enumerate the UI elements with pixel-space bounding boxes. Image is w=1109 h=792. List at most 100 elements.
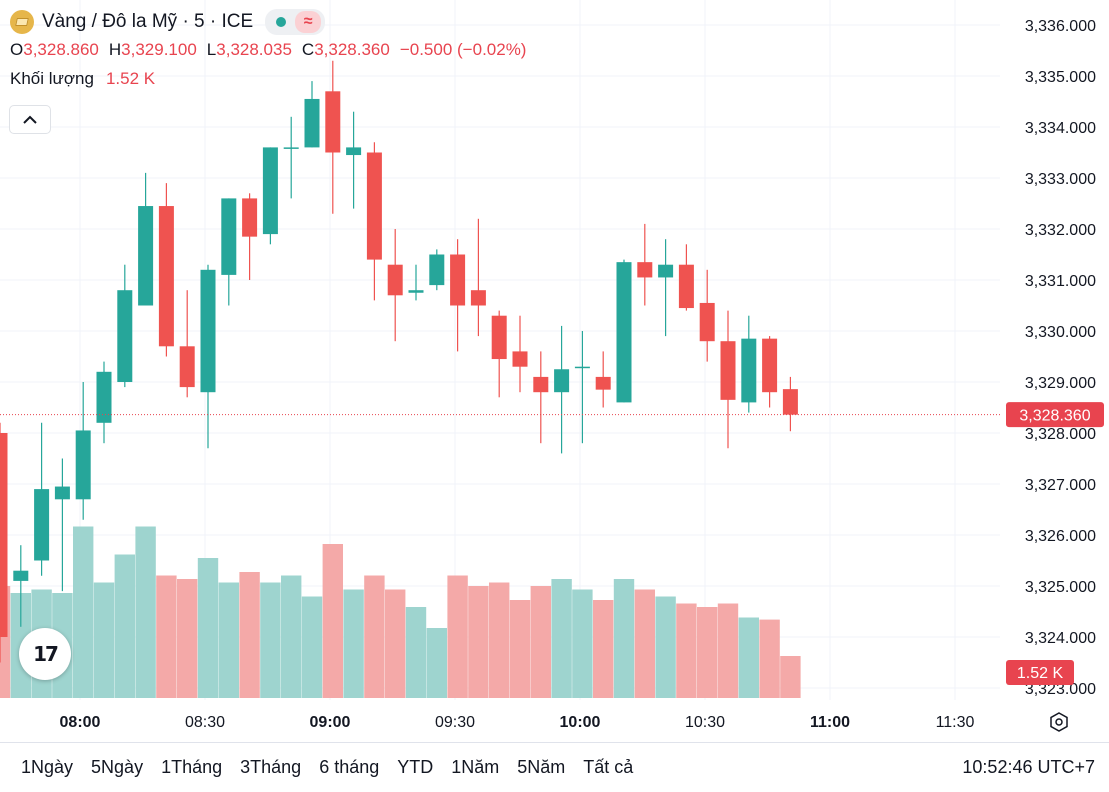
candle[interactable] [533, 351, 549, 444]
volume-bar [177, 579, 198, 698]
candle[interactable] [346, 111, 362, 209]
candle[interactable] [179, 290, 195, 398]
volume-bar [447, 575, 468, 698]
candle[interactable] [158, 183, 174, 357]
candle[interactable] [96, 361, 112, 444]
candle[interactable] [221, 198, 237, 306]
volume-bar [551, 579, 572, 698]
candle[interactable] [0, 422, 8, 663]
range-ytd-button[interactable]: YTD [397, 757, 434, 777]
price-tick-label: 3,329.000 [1025, 375, 1096, 392]
volume-bar [135, 526, 156, 698]
chart-settings-button[interactable] [1044, 707, 1074, 737]
change-value: −0.500 (−0.02%) [399, 40, 527, 59]
candle[interactable] [491, 310, 507, 398]
tradingview-logo-icon[interactable]: 17 [19, 628, 71, 680]
candle-body [554, 369, 570, 393]
candle-body [762, 338, 778, 393]
candle[interactable] [658, 239, 674, 337]
candle-body [346, 147, 362, 156]
candle[interactable] [782, 376, 798, 432]
candle[interactable] [54, 458, 70, 592]
candle-body [221, 198, 237, 275]
market-status-pill[interactable]: ≈ [265, 9, 326, 35]
time-tick-label: 08:30 [185, 714, 225, 731]
volume-bar [260, 582, 281, 698]
price-chart[interactable]: 3,336.000 3,335.000 3,334.000 3,333.000 3,33… [0, 0, 1109, 742]
candle[interactable] [429, 249, 445, 291]
volume-bar [73, 526, 94, 698]
timezone-clock[interactable]: 10:52:46 UTC+7 [962, 757, 1095, 777]
volume-value: 1.52 K [105, 69, 156, 88]
candle-body [304, 98, 320, 148]
candle[interactable] [574, 331, 590, 444]
symbol-title[interactable]: Vàng / Đô la Mỹ · 5 · ICE [42, 11, 254, 32]
range-5d-button[interactable]: 5Ngày [91, 757, 144, 777]
volume-label[interactable]: Khối lượng [10, 69, 94, 88]
range-all-button[interactable]: Tất cả [583, 757, 634, 777]
candle-body [678, 264, 694, 309]
candle-body [96, 371, 112, 423]
candle-body [533, 376, 549, 393]
candle[interactable] [720, 310, 736, 449]
candle[interactable] [741, 315, 757, 413]
chart-legend: Vàng / Đô la Mỹ · 5 · ICE ≈ O 3,328.860 H… [10, 8, 536, 93]
candle[interactable] [13, 545, 29, 627]
candle[interactable] [637, 223, 653, 306]
candle[interactable] [304, 81, 320, 148]
volume-bar [717, 603, 739, 698]
range-3m-button[interactable]: 3Tháng [240, 757, 302, 777]
candle[interactable] [75, 382, 91, 520]
volume-bar [572, 589, 593, 698]
range-5y-button[interactable]: 5Năm [517, 757, 566, 777]
candle[interactable] [200, 264, 216, 449]
candle[interactable] [512, 315, 528, 393]
candle[interactable] [366, 142, 382, 301]
gold-symbol-icon [10, 10, 34, 34]
volume-bar [426, 628, 447, 698]
candle-body [158, 206, 174, 347]
range-1d-button[interactable]: 1Ngày [21, 757, 74, 777]
candle[interactable] [242, 193, 258, 280]
volume-bar [114, 554, 135, 698]
range-6m-button[interactable]: 6 tháng [319, 757, 380, 777]
candle[interactable] [699, 269, 715, 362]
candle-body [75, 430, 91, 500]
candle[interactable] [762, 336, 778, 408]
candle[interactable] [283, 116, 299, 199]
volume-bar [405, 607, 427, 698]
chevron-up-icon [23, 115, 37, 124]
close-value: 3,328.360 [314, 40, 390, 59]
approx-data-icon[interactable]: ≈ [295, 11, 322, 33]
volume-bar [385, 589, 406, 698]
candle[interactable] [616, 259, 632, 403]
range-1y-button[interactable]: 1Năm [451, 757, 500, 777]
candle[interactable] [554, 325, 570, 454]
candle[interactable] [138, 172, 154, 306]
price-tick-label: 3,330.000 [1025, 324, 1096, 341]
candle-body [450, 254, 466, 306]
ohlc-values: O 3,328.860 H 3,329.100 L 3,328.035 C 3,328.… [10, 37, 536, 63]
candle[interactable] [408, 264, 424, 301]
candle-body [574, 366, 590, 369]
candle[interactable] [450, 239, 466, 352]
candle[interactable] [325, 60, 341, 214]
candle[interactable] [117, 264, 133, 388]
volume-bar [489, 582, 510, 698]
collapse-legend-button[interactable] [9, 105, 51, 134]
candle[interactable] [470, 218, 486, 337]
range-1m-button[interactable]: 1Tháng [161, 757, 223, 777]
candle[interactable] [262, 147, 278, 245]
volume-bar [780, 656, 801, 698]
candle[interactable] [387, 229, 403, 342]
price-tick-label: 3,327.000 [1025, 477, 1096, 494]
candle[interactable] [34, 422, 50, 576]
candle[interactable] [678, 244, 694, 311]
low-label: L [206, 40, 217, 59]
current-price-label: 3,328.360 [1019, 408, 1090, 425]
price-tick-label: 3,326.000 [1025, 528, 1096, 545]
market-open-dot-icon[interactable] [269, 11, 293, 33]
price-tick-label: 3,335.000 [1025, 69, 1096, 86]
candle[interactable] [595, 351, 611, 408]
high-label: H [108, 40, 122, 59]
